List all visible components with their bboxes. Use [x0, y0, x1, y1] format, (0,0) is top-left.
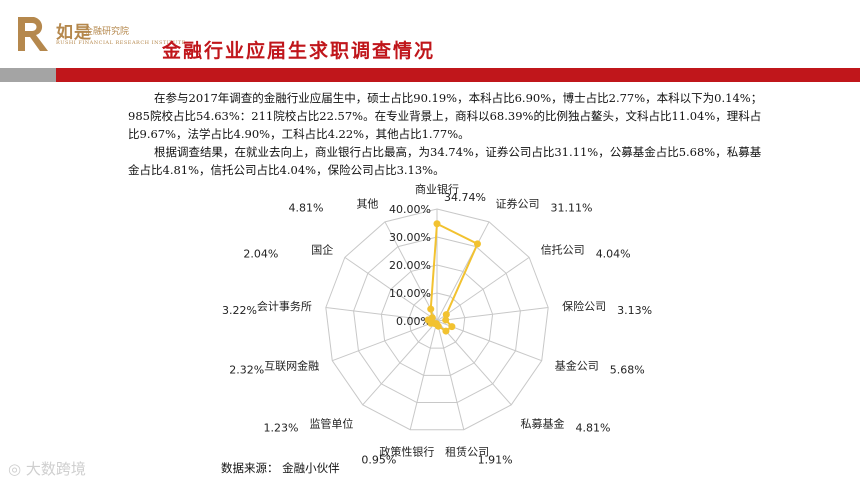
- radar-series-point: [442, 327, 450, 335]
- radar-spoke: [436, 320, 512, 406]
- radar-series-point: [442, 311, 450, 319]
- data-value-label: 1.91%: [478, 453, 513, 466]
- watermark-text: 大数跨境: [25, 460, 86, 478]
- logo-mark-icon: [14, 14, 50, 54]
- data-value-label: 4.81%: [576, 421, 611, 434]
- data-value-label: 31.11%: [551, 201, 593, 214]
- radial-tick-label: 0.00%: [396, 315, 431, 328]
- data-value-label: 4.04%: [596, 247, 631, 260]
- logo-name: 如是: [56, 23, 92, 43]
- radar-series-point: [427, 305, 435, 313]
- radar-series-point: [428, 314, 436, 322]
- logo-english: RUSHI FINANCIAL RESEARCH INSTITUTE: [56, 40, 186, 46]
- category-label: 信托公司: [541, 242, 585, 256]
- radar-spoke: [384, 221, 438, 322]
- category-label: 证券公司: [496, 196, 540, 210]
- radar-series-point: [448, 323, 456, 331]
- category-label: 国企: [311, 242, 333, 256]
- radar-spoke: [325, 307, 438, 322]
- radar-series-point: [473, 240, 481, 248]
- radar-spoke: [344, 256, 438, 322]
- radial-tick-label: 10.00%: [389, 287, 431, 300]
- category-label: 会计事务所: [257, 300, 312, 313]
- radar-grid-ring: [353, 236, 521, 404]
- radar-spoke: [436, 307, 549, 322]
- radar-grid-ring: [380, 264, 494, 376]
- category-label: 商业银行: [415, 182, 459, 196]
- data-value-label: 5.68%: [610, 364, 645, 377]
- radar-spoke: [436, 221, 490, 322]
- data-value-label: 0.95%: [361, 453, 396, 466]
- category-label: 监管单位: [309, 416, 353, 430]
- category-label: 保险公司: [562, 299, 606, 313]
- category-label: 政策性银行: [379, 444, 434, 458]
- data-value-label: 34.74%: [444, 191, 486, 204]
- data-value-label: 4.81%: [288, 201, 323, 214]
- radar-series-point: [442, 316, 450, 324]
- radial-tick-label: 40.00%: [389, 203, 431, 216]
- radar-grid-ring: [325, 208, 549, 431]
- data-value-label: 2.32%: [229, 364, 264, 377]
- paragraph-education: 在参与2017年调查的金融行业应届生中，硕士占比90.19%，本科占比6.90%…: [128, 91, 763, 141]
- page-title: 金融行业应届生求职调查情况: [162, 40, 436, 62]
- radar-spoke: [409, 320, 438, 430]
- category-label: 互联网金融: [264, 359, 319, 373]
- radar-spoke: [362, 320, 438, 406]
- radar-spoke: [436, 320, 465, 430]
- data-value-label: 1.23%: [263, 421, 298, 434]
- category-label: 私募基金: [521, 416, 565, 430]
- paragraph-employment: 根据调查结果，在就业去向上，商业银行占比最高，为34.74%，证券公司占比31.…: [128, 145, 762, 177]
- data-value-label: 3.13%: [617, 304, 652, 317]
- category-label: 其他: [356, 197, 378, 210]
- logo-subtitle: 金融研究院: [84, 27, 130, 37]
- watermark: ◎ 大数跨境: [8, 458, 86, 479]
- radial-tick-label: 20.00%: [389, 259, 431, 272]
- watermark-icon: ◎: [8, 460, 22, 478]
- category-label: 基金公司: [555, 359, 599, 373]
- radial-tick-label: 30.00%: [389, 231, 431, 244]
- radar-spoke: [436, 256, 530, 322]
- radar-spoke: [332, 320, 438, 362]
- category-label: 租赁公司: [445, 444, 489, 458]
- data-value-label: 2.04%: [243, 247, 278, 260]
- data-source: 数据来源： 金融小伙伴: [221, 461, 340, 475]
- header-bar-gray: [0, 68, 56, 82]
- header-bar-red: [56, 68, 860, 82]
- radar-grid-ring: [408, 292, 466, 349]
- data-value-label: 3.22%: [222, 304, 257, 317]
- radar-series-point: [433, 220, 441, 228]
